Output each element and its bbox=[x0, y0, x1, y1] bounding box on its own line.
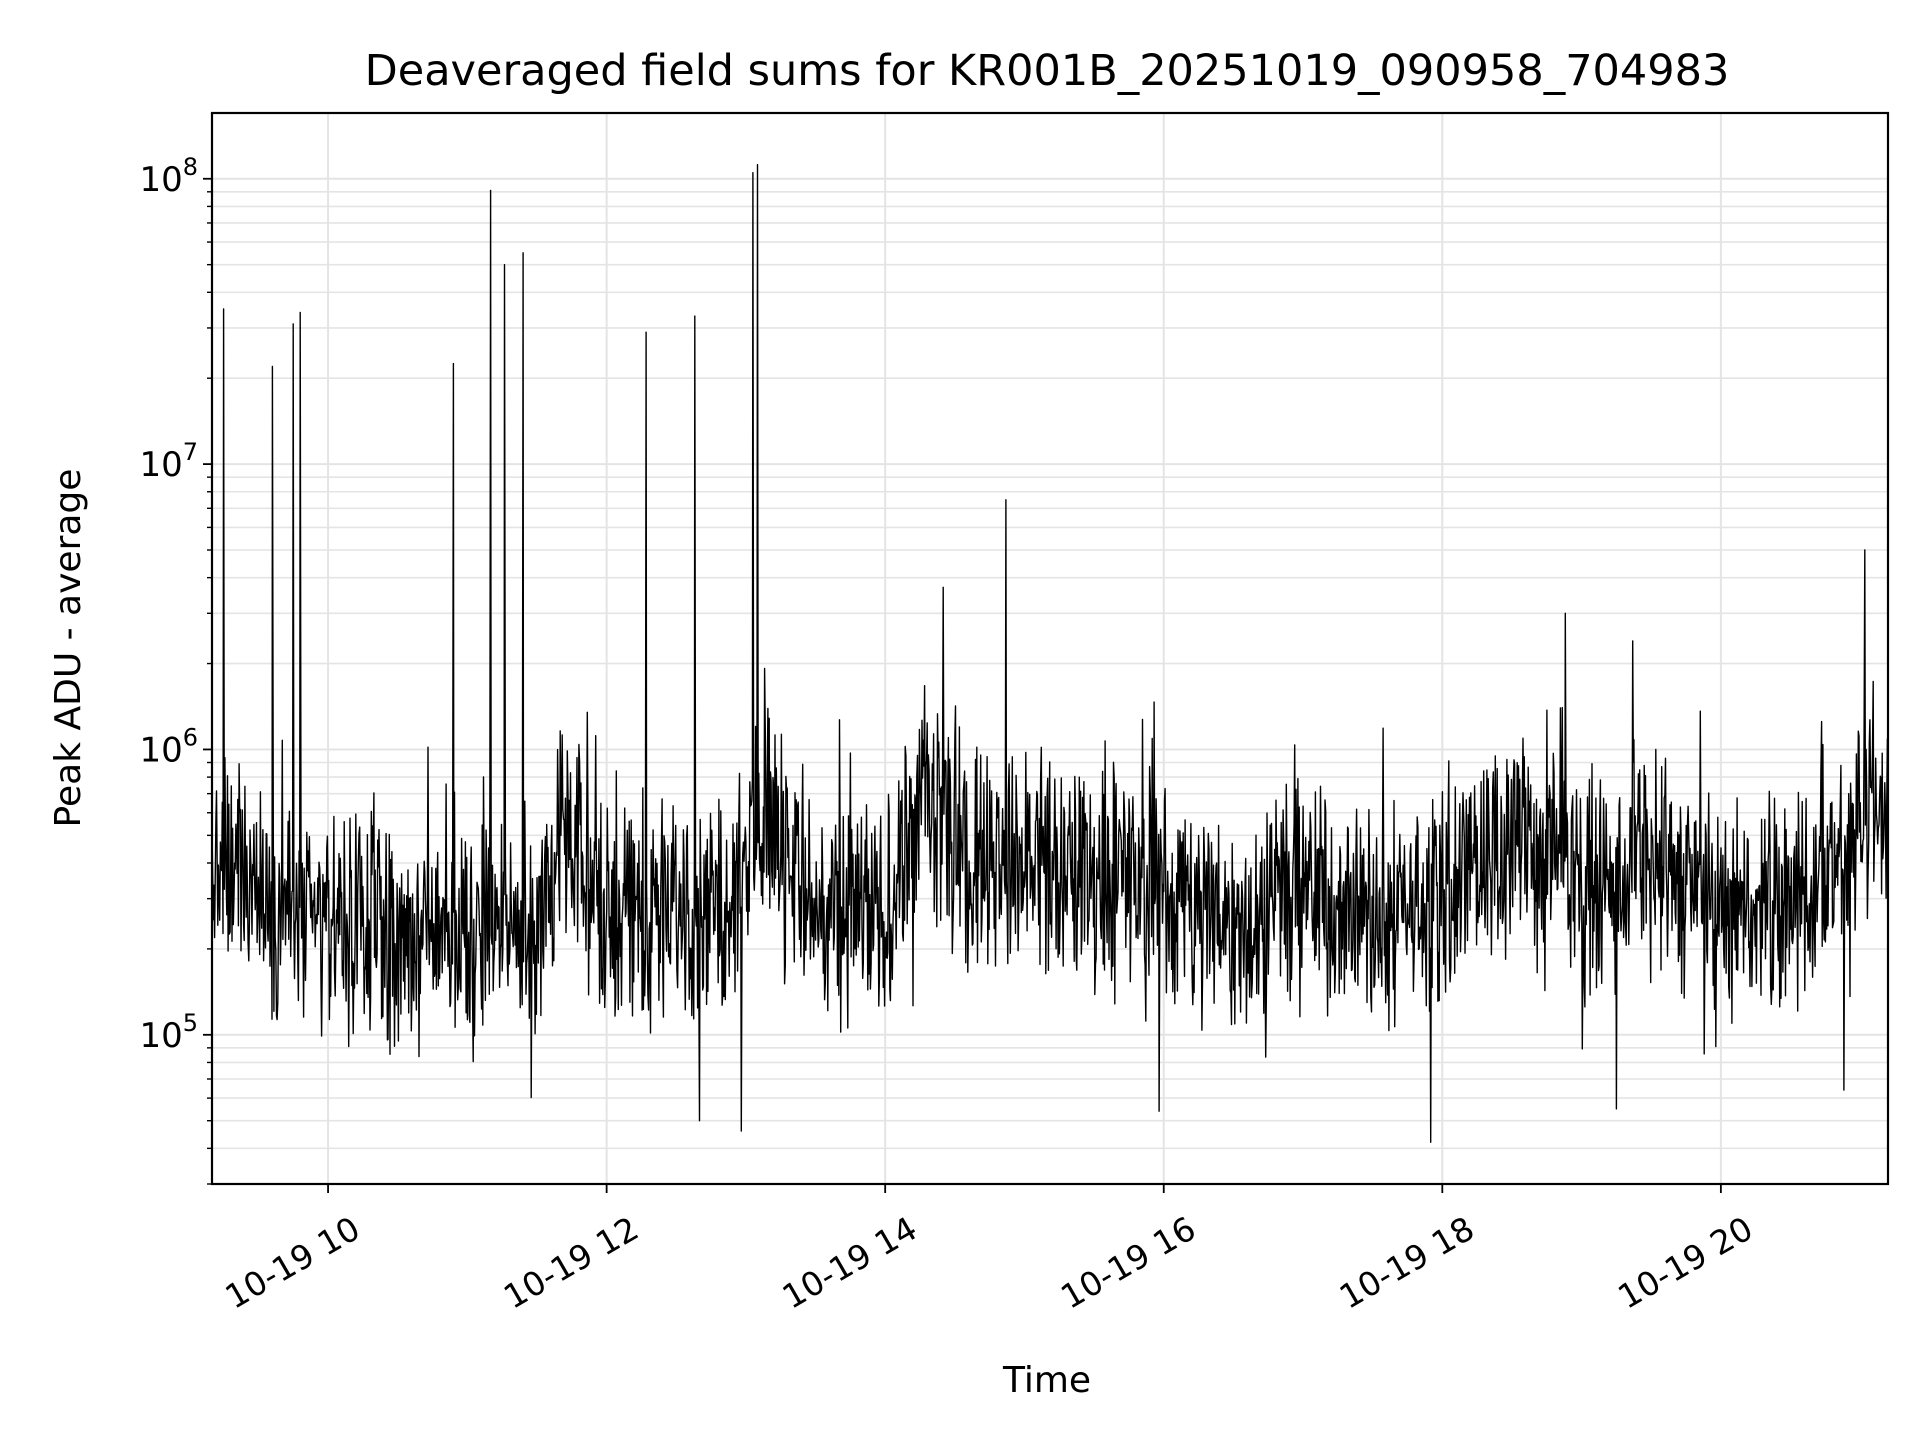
y-axis-label: Peak ADU - average bbox=[48, 469, 89, 828]
y-tick-label: 106 bbox=[139, 723, 198, 770]
chart-title: Deaveraged field sums for KR001B_2025101… bbox=[365, 46, 1730, 96]
y-tick-label: 107 bbox=[139, 438, 198, 485]
y-tick-label: 105 bbox=[139, 1009, 198, 1056]
plot-frame bbox=[210, 111, 1890, 1186]
y-axis: 105 106 107 108 bbox=[139, 153, 212, 1056]
y-axis-minor-ticks bbox=[207, 191, 212, 1185]
y-tick-label: 108 bbox=[139, 153, 198, 200]
series-line bbox=[212, 164, 1888, 1143]
x-axis-label: Time bbox=[1002, 1360, 1091, 1401]
